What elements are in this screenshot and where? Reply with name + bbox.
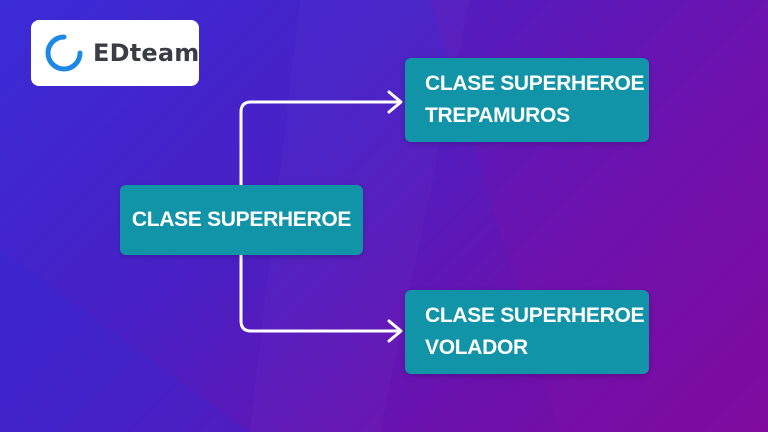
- node-label-line2: VOLADOR: [425, 336, 528, 359]
- edteam-ring-icon: [45, 34, 83, 72]
- node-clase-trepamuros: CLASE SUPERHEROE TREPAMUROS: [405, 58, 649, 142]
- connector-to-volador: [239, 255, 400, 333]
- node-clase-superheroe: CLASE SUPERHEROE: [120, 185, 363, 255]
- arrowhead-volador: [387, 319, 403, 343]
- connector-to-trepamuros: [239, 100, 400, 185]
- node-label-line2: TREPAMUROS: [425, 104, 570, 127]
- node-label-line1: CLASE SUPERHEROE: [425, 304, 645, 327]
- node-clase-volador: CLASE SUPERHEROE VOLADOR: [405, 290, 649, 374]
- node-label-line1: CLASE SUPERHEROE: [425, 72, 645, 95]
- arrowhead-trepamuros: [387, 90, 403, 114]
- node-label: CLASE SUPERHEROE: [131, 208, 352, 231]
- edteam-logo: EDteam: [31, 20, 199, 86]
- brand-name: EDteam: [93, 39, 200, 67]
